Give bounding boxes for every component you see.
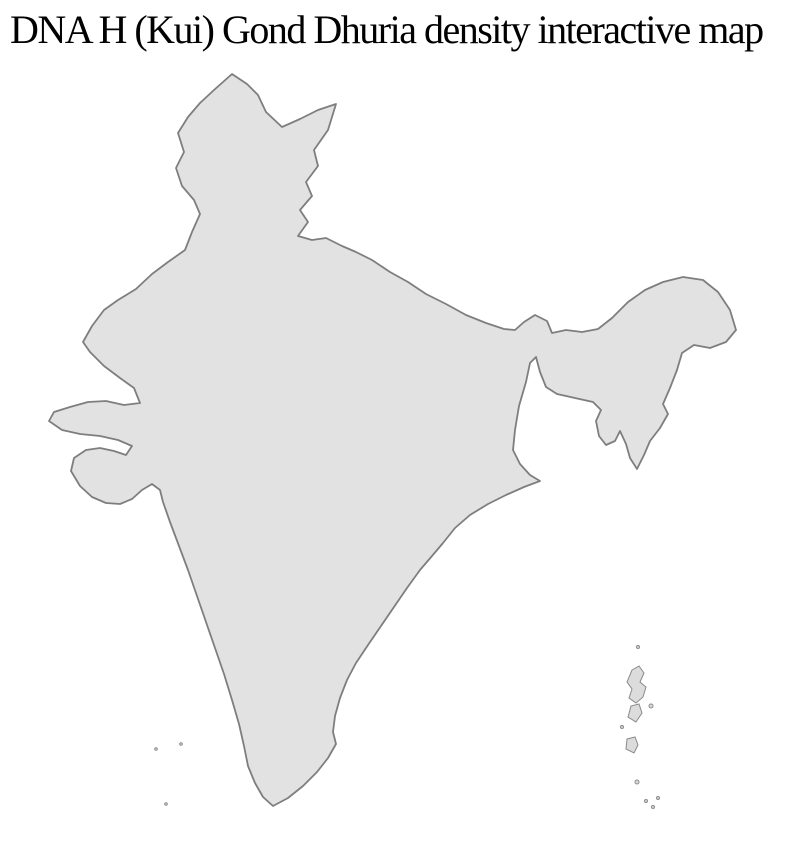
page-title: DNA H (Kui) Gond Dhuria density interact… (10, 7, 764, 52)
lakshadweep-islands[interactable] (154, 742, 183, 806)
andaman-nicobar-islands[interactable] (620, 645, 660, 809)
